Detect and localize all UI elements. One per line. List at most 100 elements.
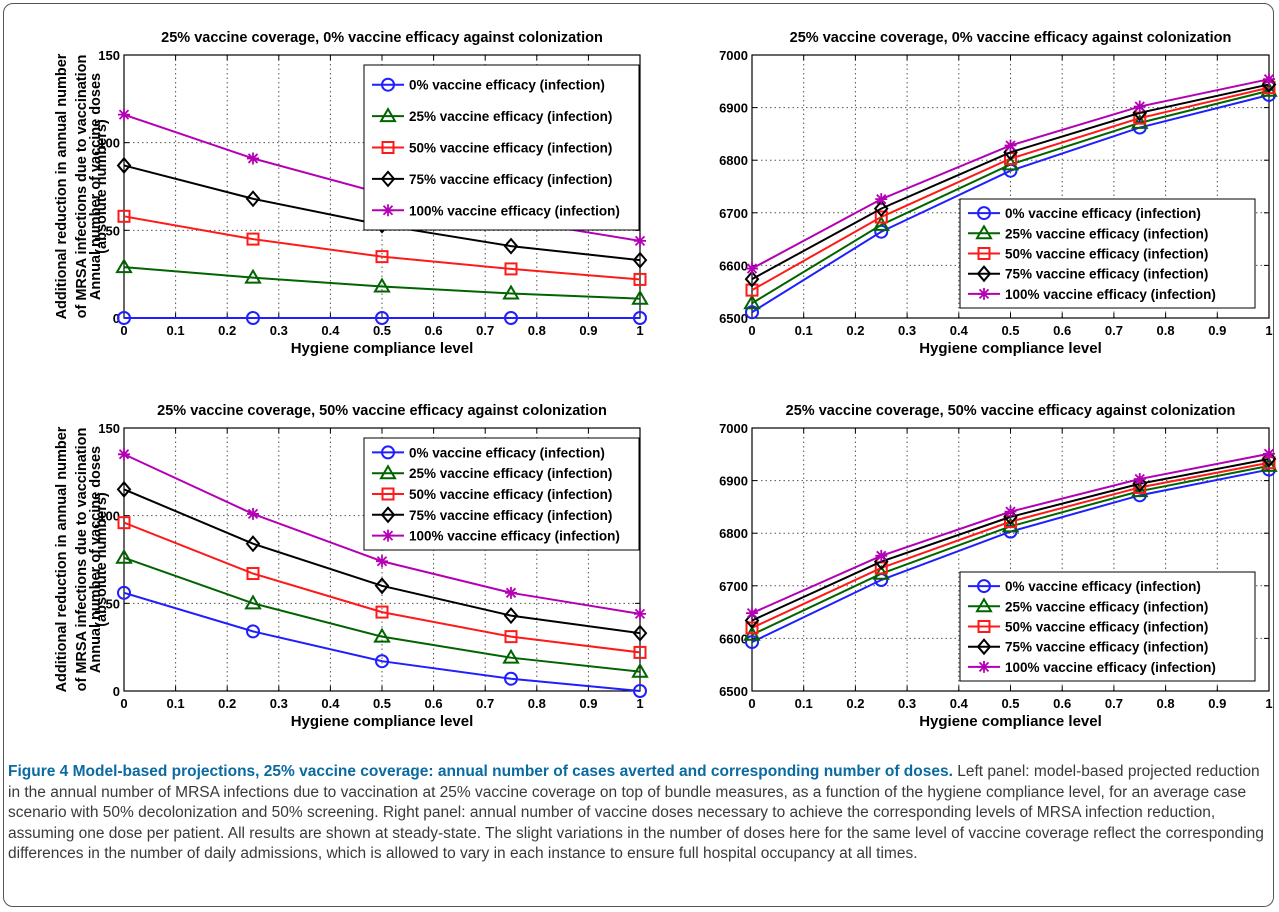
data-point [376,555,388,568]
legend: 0% vaccine efficacy (infection) 25% vacci… [959,571,1256,682]
data-point [977,206,991,221]
y-tick-label: 150 [98,48,120,63]
y-tick-label: 6900 [719,101,748,116]
data-point [246,232,260,246]
x-tick-label: 0 [120,323,127,338]
data-point [977,620,991,633]
x-tick-label: 0.9 [579,696,597,711]
series-5 [118,448,646,620]
data-point [744,270,760,288]
data-point [1260,81,1278,97]
x-tick-label: 0.5 [373,696,391,711]
legend-label: 0% vaccine efficacy (infection) [409,445,605,460]
data-point [632,251,648,269]
data-point [745,635,759,650]
y-axis-label: Annual number of vaccine doses [88,73,104,300]
x-tick-label: 0.9 [1208,323,1226,338]
data-point [872,215,890,231]
data-point [875,549,888,562]
data-point [246,567,260,581]
x-tick-label: 0.4 [950,323,969,338]
legend-label: 25% vaccine efficacy (infection) [409,109,612,124]
series-line [123,591,641,692]
x-tick-label: 0.4 [321,323,340,338]
data-point [504,262,518,276]
x-tick-label: 0.7 [476,323,494,338]
chart-panel-2: 0 0.1 0.2 0.3 0.4 0.5 0.6 0.7 0.8 0.9 1 6500 6600 670… [88,30,1278,357]
data-point [245,190,261,208]
data-point [373,627,391,643]
data-point [874,210,888,224]
data-point [875,193,888,206]
x-tick-label: 0.1 [167,696,185,711]
x-tick-label: 1 [1265,323,1272,338]
x-tick-label: 1 [636,323,643,338]
legend-label: 25% vaccine efficacy (infection) [409,466,612,481]
x-axis-label: Hygiene compliance level [919,713,1102,730]
data-point [244,268,262,284]
series-1 [117,585,647,698]
series-line [123,266,641,300]
data-point [502,648,520,664]
data-point [633,684,647,698]
series-4 [116,480,648,642]
data-point [375,311,389,325]
data-point [373,277,391,293]
x-tick-label: 0.1 [795,323,813,338]
x-tick-label: 0.3 [898,323,916,338]
x-tick-label: 0.3 [898,696,916,711]
legend-label: 100% vaccine efficacy (infection) [1005,287,1216,302]
data-point [1131,113,1149,129]
y-tick-label: 100 [98,136,120,151]
y-tick-label: 6700 [719,206,748,221]
x-tick-label: 0.8 [528,323,546,338]
x-tick-label: 0.2 [218,696,236,711]
legend-label: 50% vaccine efficacy (infection) [409,141,612,156]
chart-panel-3: 0 0.1 0.2 0.3 0.4 0.5 0.6 0.7 0.8 0.9 1 0 50 100 150 25… [54,403,649,730]
y-tick-label: 50 [106,223,120,238]
data-point [504,630,518,644]
x-tick-label: 0.5 [1001,696,1019,711]
y-axis-label: (absolute numbers) [94,492,110,627]
data-point [746,607,758,620]
y-tick-label: 6600 [719,258,748,273]
data-point [382,529,394,542]
legend-box [959,198,1256,309]
data-point [115,258,133,274]
data-point [504,671,518,686]
data-point [1133,473,1146,486]
legend-label: 75% vaccine efficacy (infection) [409,508,612,523]
legend-label: 100% vaccine efficacy (infection) [409,529,620,544]
legend-label: 50% vaccine efficacy (infection) [1005,620,1208,635]
data-point [375,605,389,619]
legend-box [363,437,640,551]
x-tick-label: 0.2 [846,323,864,338]
series-5 [746,447,1275,620]
data-point [873,200,889,218]
y-tick-label: 150 [98,421,120,436]
data-point [117,311,131,325]
data-point [1260,456,1278,472]
data-point [118,108,130,121]
data-point [631,662,649,678]
y-axis-label: (absolute numbers) [94,119,110,254]
data-point [745,621,759,635]
data-point [502,284,520,300]
legend: 0% vaccine efficacy (infection) 25% vacci… [363,437,640,551]
x-tick-label: 0.3 [270,696,288,711]
data-point [977,579,991,594]
data-point [381,487,395,501]
x-tick-label: 0.3 [270,323,288,338]
data-point [1131,482,1149,498]
data-point [977,247,991,260]
data-point [245,535,261,553]
x-tick-label: 0.9 [579,323,597,338]
data-point [975,597,993,613]
data-point [116,156,132,174]
data-point [1263,73,1275,86]
y-axis-label: Annual number of vaccine doses [88,446,104,673]
legend-label: 25% vaccine efficacy (infection) [1005,226,1208,241]
series-3 [117,516,647,659]
data-point [381,445,395,460]
x-tick-label: 0.9 [1208,696,1226,711]
